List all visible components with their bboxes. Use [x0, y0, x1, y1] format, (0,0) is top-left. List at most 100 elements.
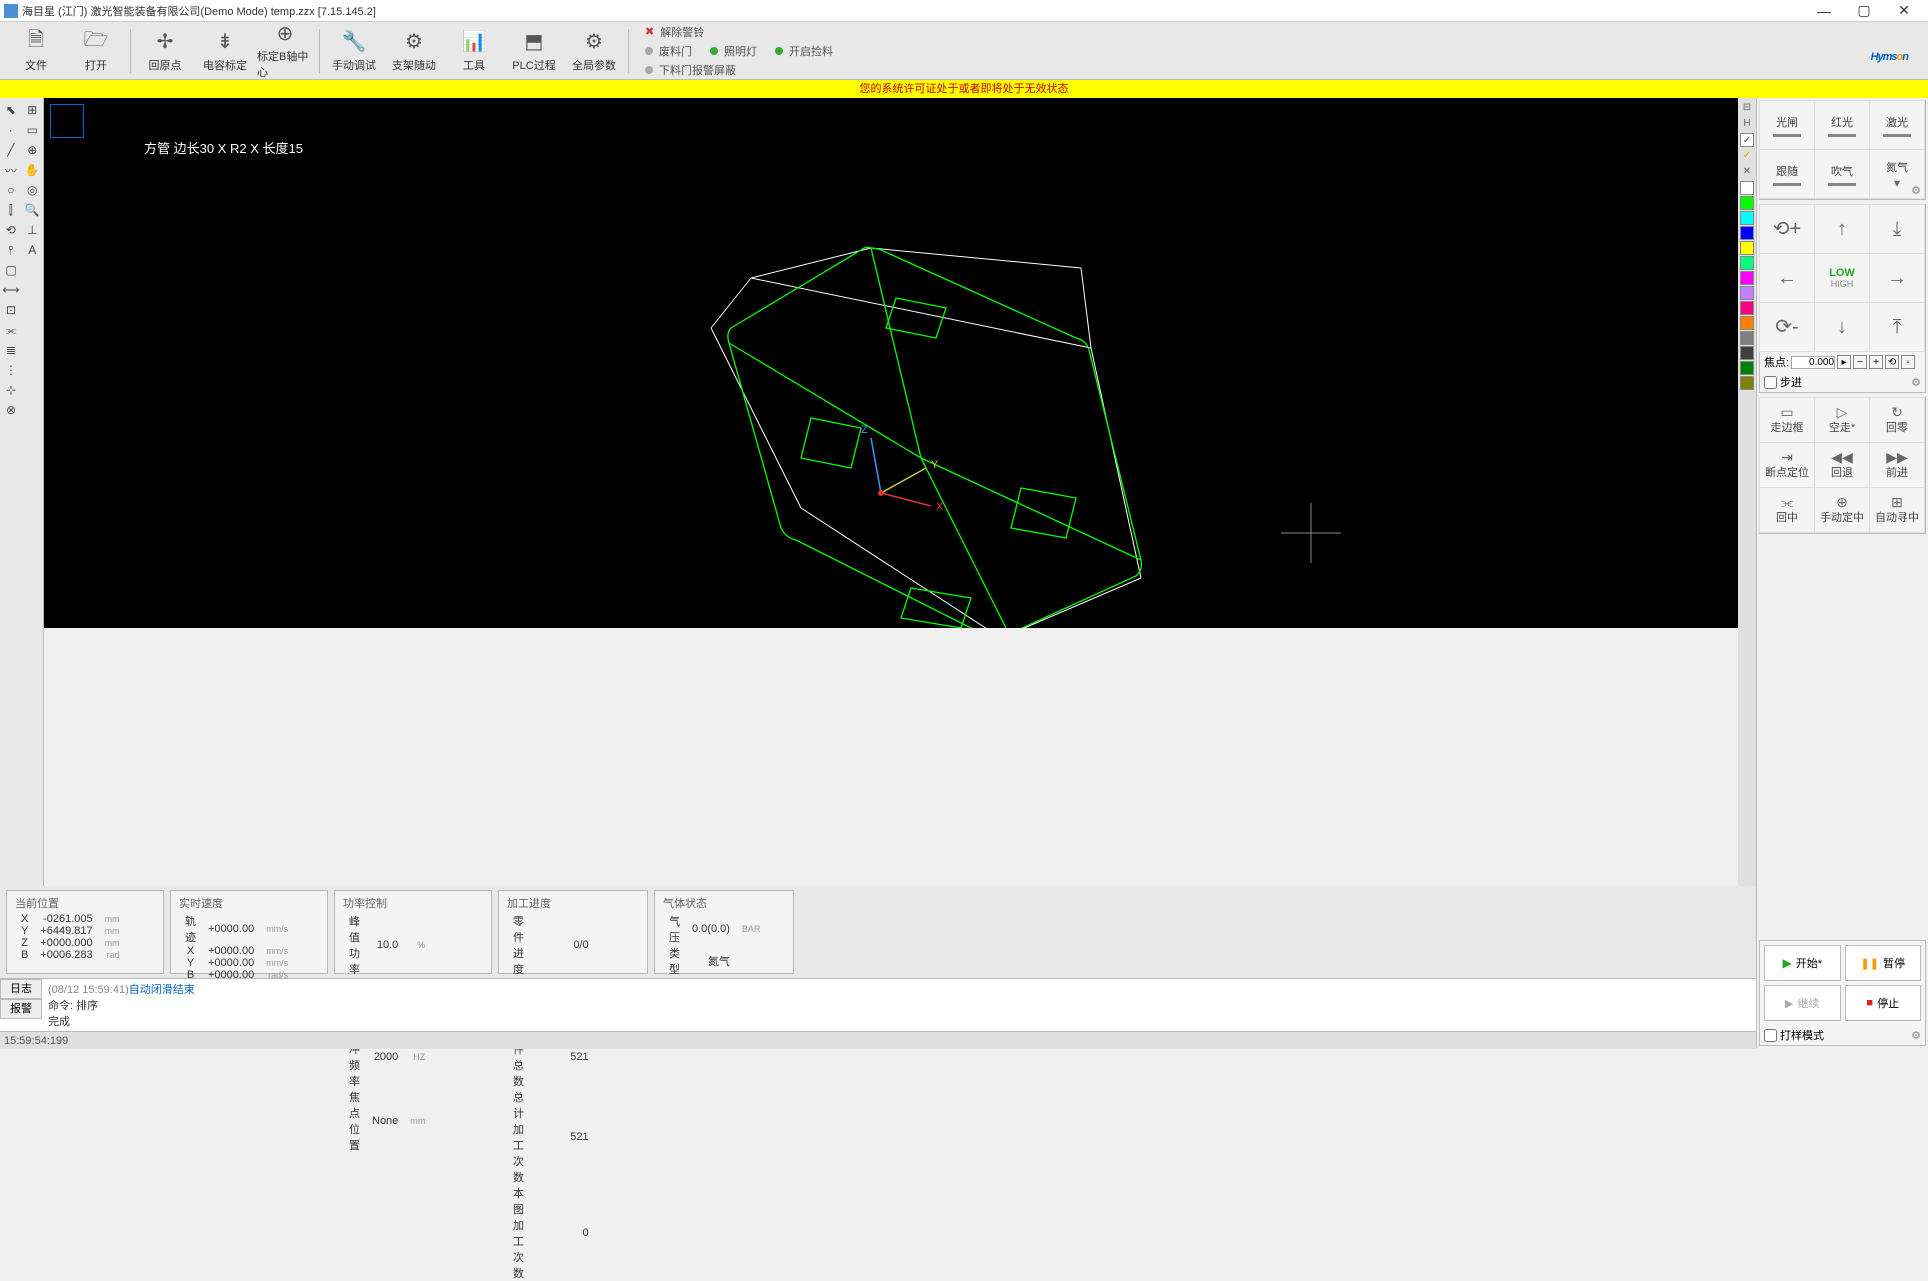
grid-tool[interactable]: ⊞	[22, 100, 44, 120]
extra2-tool[interactable]: ⊹	[0, 380, 22, 400]
line-tool[interactable]: ╱	[0, 140, 22, 160]
run-gear-icon[interactable]: ⚙	[1911, 1029, 1921, 1042]
focus-input[interactable]	[1791, 356, 1835, 369]
jog-up[interactable]: ↑	[1814, 204, 1870, 254]
follow-button[interactable]: 跟随	[1759, 149, 1815, 199]
op-回中[interactable]: ⫘回中	[1759, 487, 1815, 533]
minimize-button[interactable]: —	[1804, 1, 1844, 21]
color-swatch[interactable]	[1740, 226, 1754, 240]
jog-gear-icon[interactable]: ⚙	[1911, 376, 1921, 389]
bracket-button[interactable]: ⚙支架随动	[386, 25, 442, 77]
op-断点定位[interactable]: ⇥断点定位	[1759, 442, 1815, 488]
layer-tool[interactable]: ≣	[0, 340, 22, 360]
pause-button[interactable]: ❚❚暂停	[1845, 945, 1922, 981]
op-回退[interactable]: ◀◀回退	[1814, 442, 1870, 488]
maximize-button[interactable]: ▢	[1844, 1, 1884, 21]
focus-minus[interactable]: −	[1853, 355, 1867, 369]
home-button[interactable]: ✢回原点	[137, 25, 193, 77]
jog-rotate-ccw[interactable]: ⟲+	[1759, 204, 1815, 254]
jog-zup[interactable]: ⤓	[1869, 204, 1925, 254]
jog-right[interactable]: →	[1869, 253, 1925, 303]
step-checkbox[interactable]	[1764, 376, 1777, 389]
blow-button[interactable]: 吹气	[1814, 149, 1870, 199]
global-button[interactable]: ⚙全局参数	[566, 25, 622, 77]
color-swatch[interactable]	[1740, 316, 1754, 330]
extra1-tool[interactable]: ⋮	[0, 360, 22, 380]
op-回零[interactable]: ↻回零	[1869, 397, 1925, 443]
color-swatch[interactable]	[1740, 286, 1754, 300]
stop-button[interactable]: ■停止	[1845, 985, 1922, 1021]
rect-tool[interactable]: ▭	[22, 120, 44, 140]
select-tool[interactable]: ⬉	[0, 100, 22, 120]
close-button[interactable]: ✕	[1884, 1, 1924, 21]
rotate-tool[interactable]: ⟲	[0, 220, 22, 240]
op-空走*[interactable]: ▷空走*	[1814, 397, 1870, 443]
layer-ocheck-icon[interactable]: ✓	[1740, 149, 1754, 163]
circle-tool[interactable]: ○	[0, 180, 22, 200]
baxis-button[interactable]: ⊕标定B轴中心	[257, 25, 313, 77]
focus-go[interactable]: ▸	[1837, 355, 1851, 369]
focus-plus[interactable]: +	[1869, 355, 1883, 369]
point-tool[interactable]: ·	[0, 120, 22, 140]
color-swatch[interactable]	[1740, 331, 1754, 345]
trial-checkbox[interactable]	[1764, 1029, 1777, 1042]
color-swatch[interactable]	[1740, 256, 1754, 270]
fit-tool[interactable]: ◎	[22, 180, 44, 200]
alarm-clear[interactable]: 解除警铃	[660, 24, 704, 40]
op-手动定中[interactable]: ⊕手动定中	[1814, 487, 1870, 533]
op-自动寻中[interactable]: ⊞自动寻中	[1869, 487, 1925, 533]
log-tab[interactable]: 日志	[0, 979, 42, 999]
color-swatch[interactable]	[1740, 241, 1754, 255]
redlight-button[interactable]: 红光	[1814, 100, 1870, 150]
snap-tool[interactable]: ⊡	[0, 300, 22, 320]
color-swatch[interactable]	[1740, 211, 1754, 225]
mirror-tool[interactable]: ⫿	[0, 200, 22, 220]
shutter-button[interactable]: 光闸	[1759, 100, 1815, 150]
color-swatch[interactable]	[1740, 376, 1754, 390]
layer-check-icon[interactable]: ✓	[1740, 133, 1754, 147]
capacitance-button[interactable]: ⇟电容标定	[197, 25, 253, 77]
ortho-tool[interactable]: ⊥	[22, 220, 44, 240]
op-走边框[interactable]: ▭走边框	[1759, 397, 1815, 443]
jog-left[interactable]: ←	[1759, 253, 1815, 303]
text-tool[interactable]: A	[22, 240, 44, 260]
focus-set[interactable]: ◦	[1901, 355, 1915, 369]
color-swatch[interactable]	[1740, 196, 1754, 210]
color-swatch[interactable]	[1740, 181, 1754, 195]
alarm-tab[interactable]: 报警	[0, 999, 42, 1019]
continue-button[interactable]: ▶继续	[1764, 985, 1841, 1021]
op-前进[interactable]: ▶▶前进	[1869, 442, 1925, 488]
color-swatch[interactable]	[1740, 271, 1754, 285]
manual-button[interactable]: 🔧手动调试	[326, 25, 382, 77]
jog-rotate-cw[interactable]: ⟳-	[1759, 302, 1815, 352]
tool-button[interactable]: 📊工具	[446, 25, 502, 77]
lighting[interactable]: 照明灯	[724, 43, 757, 59]
file-button[interactable]: 🗎文件	[8, 25, 64, 77]
align-tool[interactable]: ⫯	[0, 240, 22, 260]
auto-feed[interactable]: 开启捡料	[789, 43, 833, 59]
link-tool[interactable]: ⫘	[0, 320, 22, 340]
focus-reset[interactable]: ⟲	[1885, 355, 1899, 369]
layer-h-icon[interactable]: H	[1740, 117, 1754, 131]
layer-toggle-icon[interactable]: ⊟	[1740, 101, 1754, 115]
color-swatch[interactable]	[1740, 361, 1754, 375]
section-gear-icon[interactable]: ⚙	[1911, 184, 1921, 197]
open-button[interactable]: 🗁打开	[68, 25, 124, 77]
start-button[interactable]: ▶开始*	[1764, 945, 1841, 981]
jog-down[interactable]: ↓	[1814, 302, 1870, 352]
pan-tool[interactable]: ✋	[22, 160, 44, 180]
curve-tool[interactable]: 〰	[0, 160, 22, 180]
layer-x-icon[interactable]: ✕	[1740, 165, 1754, 179]
jog-zdown[interactable]: ⤒	[1869, 302, 1925, 352]
zoom-tool[interactable]: ⊕	[22, 140, 44, 160]
speed-toggle[interactable]: LOWHIGH	[1814, 253, 1870, 303]
waste-door[interactable]: 废料门	[659, 43, 692, 59]
extra3-tool[interactable]: ⊗	[0, 400, 22, 420]
thumbnail[interactable]	[50, 104, 84, 138]
plc-button[interactable]: ⬒PLC过程	[506, 25, 562, 77]
color-swatch[interactable]	[1740, 346, 1754, 360]
laser-button[interactable]: 激光	[1869, 100, 1925, 150]
dim-tool[interactable]: ⟷	[0, 280, 22, 300]
color-swatch[interactable]	[1740, 301, 1754, 315]
search-tool[interactable]: 🔍	[22, 200, 44, 220]
